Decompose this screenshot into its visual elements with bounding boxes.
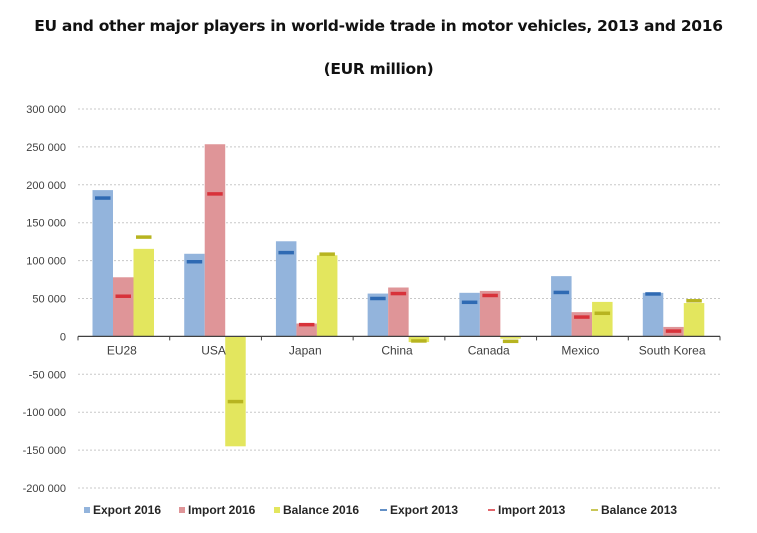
- bar-import-2016: [296, 323, 317, 337]
- legend-label: Export 2016: [93, 503, 161, 517]
- legend-item: Balance 2016: [274, 503, 359, 517]
- x-category-label: China: [381, 343, 413, 357]
- legend-label: Import 2016: [188, 503, 256, 517]
- bar-import-2016: [113, 277, 134, 337]
- legend-swatch: [179, 507, 185, 513]
- x-category-label: USA: [201, 343, 226, 357]
- legend-item: Export 2016: [84, 503, 161, 517]
- x-category-label: Japan: [289, 343, 322, 357]
- bar-export-2016: [184, 253, 205, 337]
- bar-balance-2016: [592, 301, 613, 337]
- y-tick-label: -50 000: [29, 369, 66, 381]
- bar-import-2016: [388, 287, 409, 337]
- y-tick-label: 50 000: [32, 294, 66, 306]
- bar-balance-2016: [683, 303, 705, 337]
- bar-export-2016: [275, 241, 297, 337]
- bar-balance-2016: [500, 336, 521, 339]
- chart-title: EU and other major players in world-wide…: [34, 17, 723, 35]
- y-tick-label: -150 000: [23, 445, 66, 457]
- bar-balance-2016: [316, 255, 338, 337]
- legend-label: Export 2013: [390, 503, 458, 517]
- legend-item: Import 2016: [179, 503, 256, 517]
- y-tick-label: 0: [60, 331, 66, 343]
- x-category-label: EU28: [107, 343, 137, 357]
- legend: Export 2016 Import 2016 Balance 2016 Export…: [84, 503, 677, 517]
- bar-export-2016: [642, 292, 664, 337]
- y-tick-label: 150 000: [26, 218, 66, 230]
- bar-export-2016: [459, 292, 480, 337]
- y-axis-ticks: 300 000 250 000 200 000 150 000 100 000 50 00…: [23, 104, 66, 495]
- legend-item: Export 2013: [380, 503, 458, 517]
- markers: [95, 192, 702, 404]
- legend-item: Import 2013: [488, 503, 566, 517]
- x-category-label: Mexico: [561, 343, 599, 357]
- bar-export-2016: [551, 276, 572, 337]
- y-tick-label: 300 000: [26, 104, 66, 116]
- legend-item: Balance 2013: [591, 503, 677, 517]
- bar-export-2016: [92, 190, 113, 337]
- x-category-label: Canada: [468, 343, 510, 357]
- bar-import-2016: [204, 144, 226, 337]
- bar-balance-2016: [225, 336, 246, 447]
- bar-export-2016: [367, 293, 389, 337]
- legend-label: Balance 2016: [283, 503, 359, 517]
- x-category-label: South Korea: [639, 343, 706, 357]
- legend-label: Balance 2013: [601, 503, 677, 517]
- y-tick-label: -100 000: [23, 407, 66, 419]
- y-tick-label: 250 000: [26, 142, 66, 154]
- bar-import-2016: [479, 290, 501, 337]
- y-tick-label: 200 000: [26, 180, 66, 192]
- bar-balance-2016: [133, 248, 154, 337]
- legend-swatch: [84, 507, 90, 513]
- y-tick-label: 100 000: [26, 256, 66, 268]
- legend-label: Import 2013: [498, 503, 566, 517]
- x-axis: EU28 USA Japan China Canada Mexico South Korea: [77, 335, 721, 357]
- y-tick-label: -200 000: [23, 483, 66, 495]
- chart-subtitle: (EUR million): [323, 60, 434, 78]
- legend-swatch: [274, 507, 280, 513]
